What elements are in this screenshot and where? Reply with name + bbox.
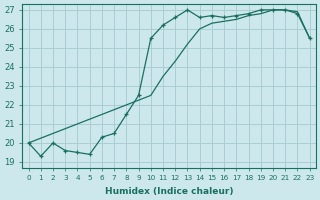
X-axis label: Humidex (Indice chaleur): Humidex (Indice chaleur) [105,187,233,196]
